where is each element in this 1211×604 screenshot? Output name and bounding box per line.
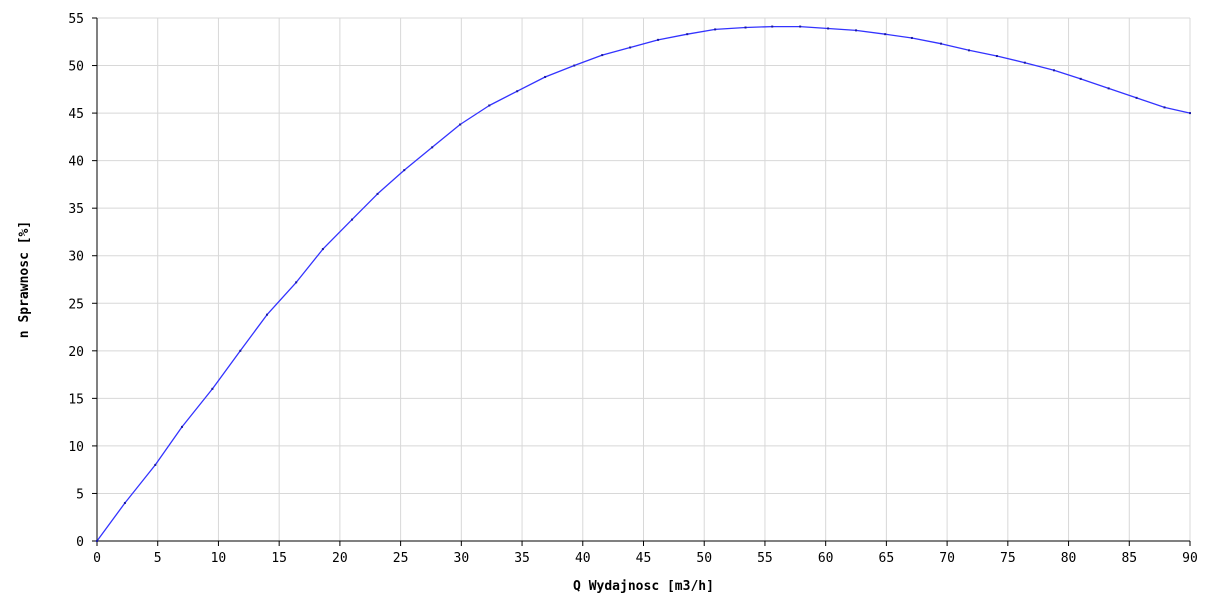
x-tick-label: 90 xyxy=(1182,551,1198,566)
series-layer xyxy=(96,25,1191,542)
x-tick-label: 30 xyxy=(454,551,470,566)
data-point xyxy=(266,313,269,316)
y-tick-label: 50 xyxy=(68,60,84,75)
x-tick-label: 65 xyxy=(879,551,895,566)
x-tick-label: 70 xyxy=(939,551,955,566)
x-tick-label: 20 xyxy=(332,551,348,566)
x-tick-label: 5 xyxy=(154,551,162,566)
data-point xyxy=(799,25,802,28)
data-point xyxy=(1107,87,1110,90)
data-point xyxy=(714,28,717,31)
data-point xyxy=(855,29,858,32)
data-point xyxy=(629,46,632,49)
y-tick-label: 45 xyxy=(68,107,84,122)
y-tick-label: 25 xyxy=(68,297,84,312)
y-tick-label: 15 xyxy=(68,392,84,407)
data-point xyxy=(657,38,660,41)
data-point xyxy=(181,425,184,428)
data-point xyxy=(771,25,774,28)
data-point xyxy=(295,281,298,284)
x-tick-label: 85 xyxy=(1121,551,1137,566)
data-point xyxy=(686,33,689,36)
data-point xyxy=(351,218,354,221)
y-tick-label: 20 xyxy=(68,345,84,360)
x-tick-label: 0 xyxy=(93,551,101,566)
data-point xyxy=(516,90,519,93)
y-axis-title: n Sprawnosc [%] xyxy=(17,221,32,338)
x-tick-label: 60 xyxy=(818,551,834,566)
x-tick-label: 15 xyxy=(271,551,287,566)
data-point xyxy=(123,501,126,504)
y-tick-label: 10 xyxy=(68,440,84,455)
y-tick-label: 30 xyxy=(68,250,84,265)
data-point xyxy=(967,49,970,52)
axes xyxy=(92,17,1191,546)
data-point xyxy=(211,387,214,390)
data-point xyxy=(544,75,547,78)
y-tick-label: 0 xyxy=(76,535,84,550)
data-point xyxy=(459,123,462,126)
data-point xyxy=(1189,112,1191,115)
data-point xyxy=(239,349,242,352)
data-point xyxy=(910,36,913,39)
data-point xyxy=(403,169,406,172)
data-point xyxy=(1052,69,1055,72)
data-point xyxy=(995,55,998,58)
data-point xyxy=(431,146,434,149)
x-axis-title: Q Wydajnosc [m3/h] xyxy=(573,579,714,594)
x-tick-label: 10 xyxy=(211,551,227,566)
y-tick-label: 5 xyxy=(76,487,84,502)
x-tick-label: 80 xyxy=(1061,551,1077,566)
data-point xyxy=(376,192,379,195)
data-point xyxy=(884,33,887,36)
data-point xyxy=(1163,106,1166,109)
data-point xyxy=(321,248,324,251)
data-point xyxy=(573,64,576,67)
data-point xyxy=(1079,77,1082,80)
x-tick-label: 35 xyxy=(514,551,530,566)
data-point xyxy=(601,54,604,57)
data-point xyxy=(827,27,830,30)
x-tick-label: 40 xyxy=(575,551,591,566)
y-tick-label: 40 xyxy=(68,155,84,170)
x-tick-label: 75 xyxy=(1000,551,1016,566)
data-point xyxy=(940,42,943,45)
series-line xyxy=(96,25,1191,542)
x-tick-label: 25 xyxy=(393,551,409,566)
data-point xyxy=(1023,61,1026,64)
data-point xyxy=(744,26,747,29)
data-point xyxy=(488,104,491,107)
data-point xyxy=(154,463,157,466)
y-tick-label: 55 xyxy=(68,12,84,27)
grid xyxy=(97,17,1191,541)
data-point xyxy=(1135,96,1138,99)
x-tick-label: 45 xyxy=(636,551,652,566)
data-point xyxy=(96,540,98,542)
y-tick-label: 35 xyxy=(68,202,84,217)
x-tick-label: 50 xyxy=(696,551,712,566)
tick-labels: 0 5 10 15 20 25 30 35 40 45 50 55 60 65 70 75 80 85 90 0 5 10… xyxy=(68,12,1197,566)
x-tick-label: 55 xyxy=(757,551,773,566)
